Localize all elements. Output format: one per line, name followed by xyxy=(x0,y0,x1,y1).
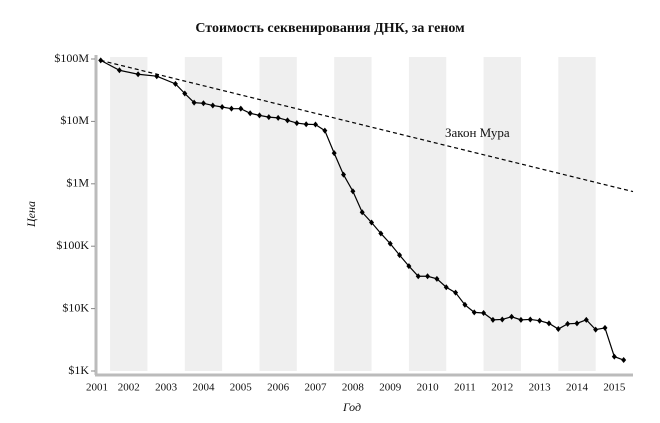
year-bands xyxy=(110,57,596,371)
year-band xyxy=(558,57,596,371)
y-tick-label: $1K xyxy=(68,363,89,377)
point xyxy=(499,316,505,323)
point xyxy=(294,120,300,127)
point xyxy=(284,117,290,124)
point xyxy=(219,104,225,111)
point xyxy=(200,100,206,107)
point xyxy=(509,313,515,320)
point xyxy=(378,230,384,237)
point xyxy=(443,284,449,291)
point xyxy=(490,316,496,323)
y-axis-label: Цена xyxy=(24,201,38,228)
point xyxy=(135,71,141,78)
point xyxy=(425,273,431,280)
point xyxy=(116,67,122,74)
point xyxy=(266,114,272,121)
x-tick-label: 2015 xyxy=(603,382,626,394)
year-band xyxy=(408,57,447,371)
point xyxy=(555,326,561,333)
year-band xyxy=(259,57,297,371)
y-tick-label: $10K xyxy=(62,300,89,314)
point xyxy=(583,316,589,323)
x-tick-label: 2007 xyxy=(305,382,328,394)
point xyxy=(303,121,309,128)
x-tick-label: 2012 xyxy=(491,382,513,394)
point xyxy=(537,317,543,324)
point xyxy=(350,188,356,195)
point xyxy=(322,127,328,134)
y-tick-label: $1M xyxy=(66,176,89,190)
x-tick-label: 2004 xyxy=(192,382,215,394)
trend-line xyxy=(100,59,634,193)
point xyxy=(275,114,281,121)
point xyxy=(621,357,627,364)
x-tick-label: 2002 xyxy=(118,382,140,394)
legend-label: Закон Мура xyxy=(445,125,510,140)
x-axis-label: Год xyxy=(342,400,361,414)
point xyxy=(172,80,178,87)
point xyxy=(593,326,599,333)
point xyxy=(331,150,337,157)
point xyxy=(574,320,580,327)
chart-title: Стоимость секвенирования ДНК, за геном xyxy=(195,21,465,36)
point xyxy=(182,90,188,97)
point xyxy=(518,316,524,323)
point xyxy=(397,252,403,259)
y-tick-label: $100K xyxy=(56,238,89,252)
x-tick-label: 2006 xyxy=(267,382,290,394)
point xyxy=(359,209,365,216)
point xyxy=(611,353,617,360)
y-tick-label: $10M xyxy=(60,113,89,127)
year-band xyxy=(184,57,223,371)
point xyxy=(453,289,459,296)
x-tick-label: 2001 xyxy=(86,382,108,394)
x-tick-label: 2013 xyxy=(529,382,552,394)
point xyxy=(341,171,347,178)
point xyxy=(210,102,216,109)
year-band xyxy=(483,57,521,371)
x-tick-label: 2003 xyxy=(155,382,178,394)
point xyxy=(228,105,234,112)
point xyxy=(415,273,421,280)
year-band xyxy=(334,57,372,371)
y-tick-label: $100M xyxy=(54,51,89,65)
point xyxy=(434,275,440,282)
point xyxy=(313,121,319,128)
x-tick-label: 2014 xyxy=(566,382,589,394)
point xyxy=(256,112,262,119)
x-tick-label: 2005 xyxy=(230,382,253,394)
point xyxy=(191,99,197,106)
x-tick-label: 2009 xyxy=(379,382,402,394)
point xyxy=(369,219,375,226)
point xyxy=(238,105,244,112)
point xyxy=(546,320,552,327)
x-tick-label: 2010 xyxy=(417,382,440,394)
point xyxy=(462,301,468,308)
point xyxy=(481,310,487,317)
x-tick-label: 2011 xyxy=(454,382,476,394)
point xyxy=(406,263,412,270)
point xyxy=(387,240,393,247)
point xyxy=(565,320,571,327)
x-tick-label: 2008 xyxy=(342,382,365,394)
point xyxy=(471,309,477,316)
point xyxy=(247,110,253,117)
point xyxy=(602,324,608,331)
year-band xyxy=(110,57,148,371)
point xyxy=(527,316,533,323)
